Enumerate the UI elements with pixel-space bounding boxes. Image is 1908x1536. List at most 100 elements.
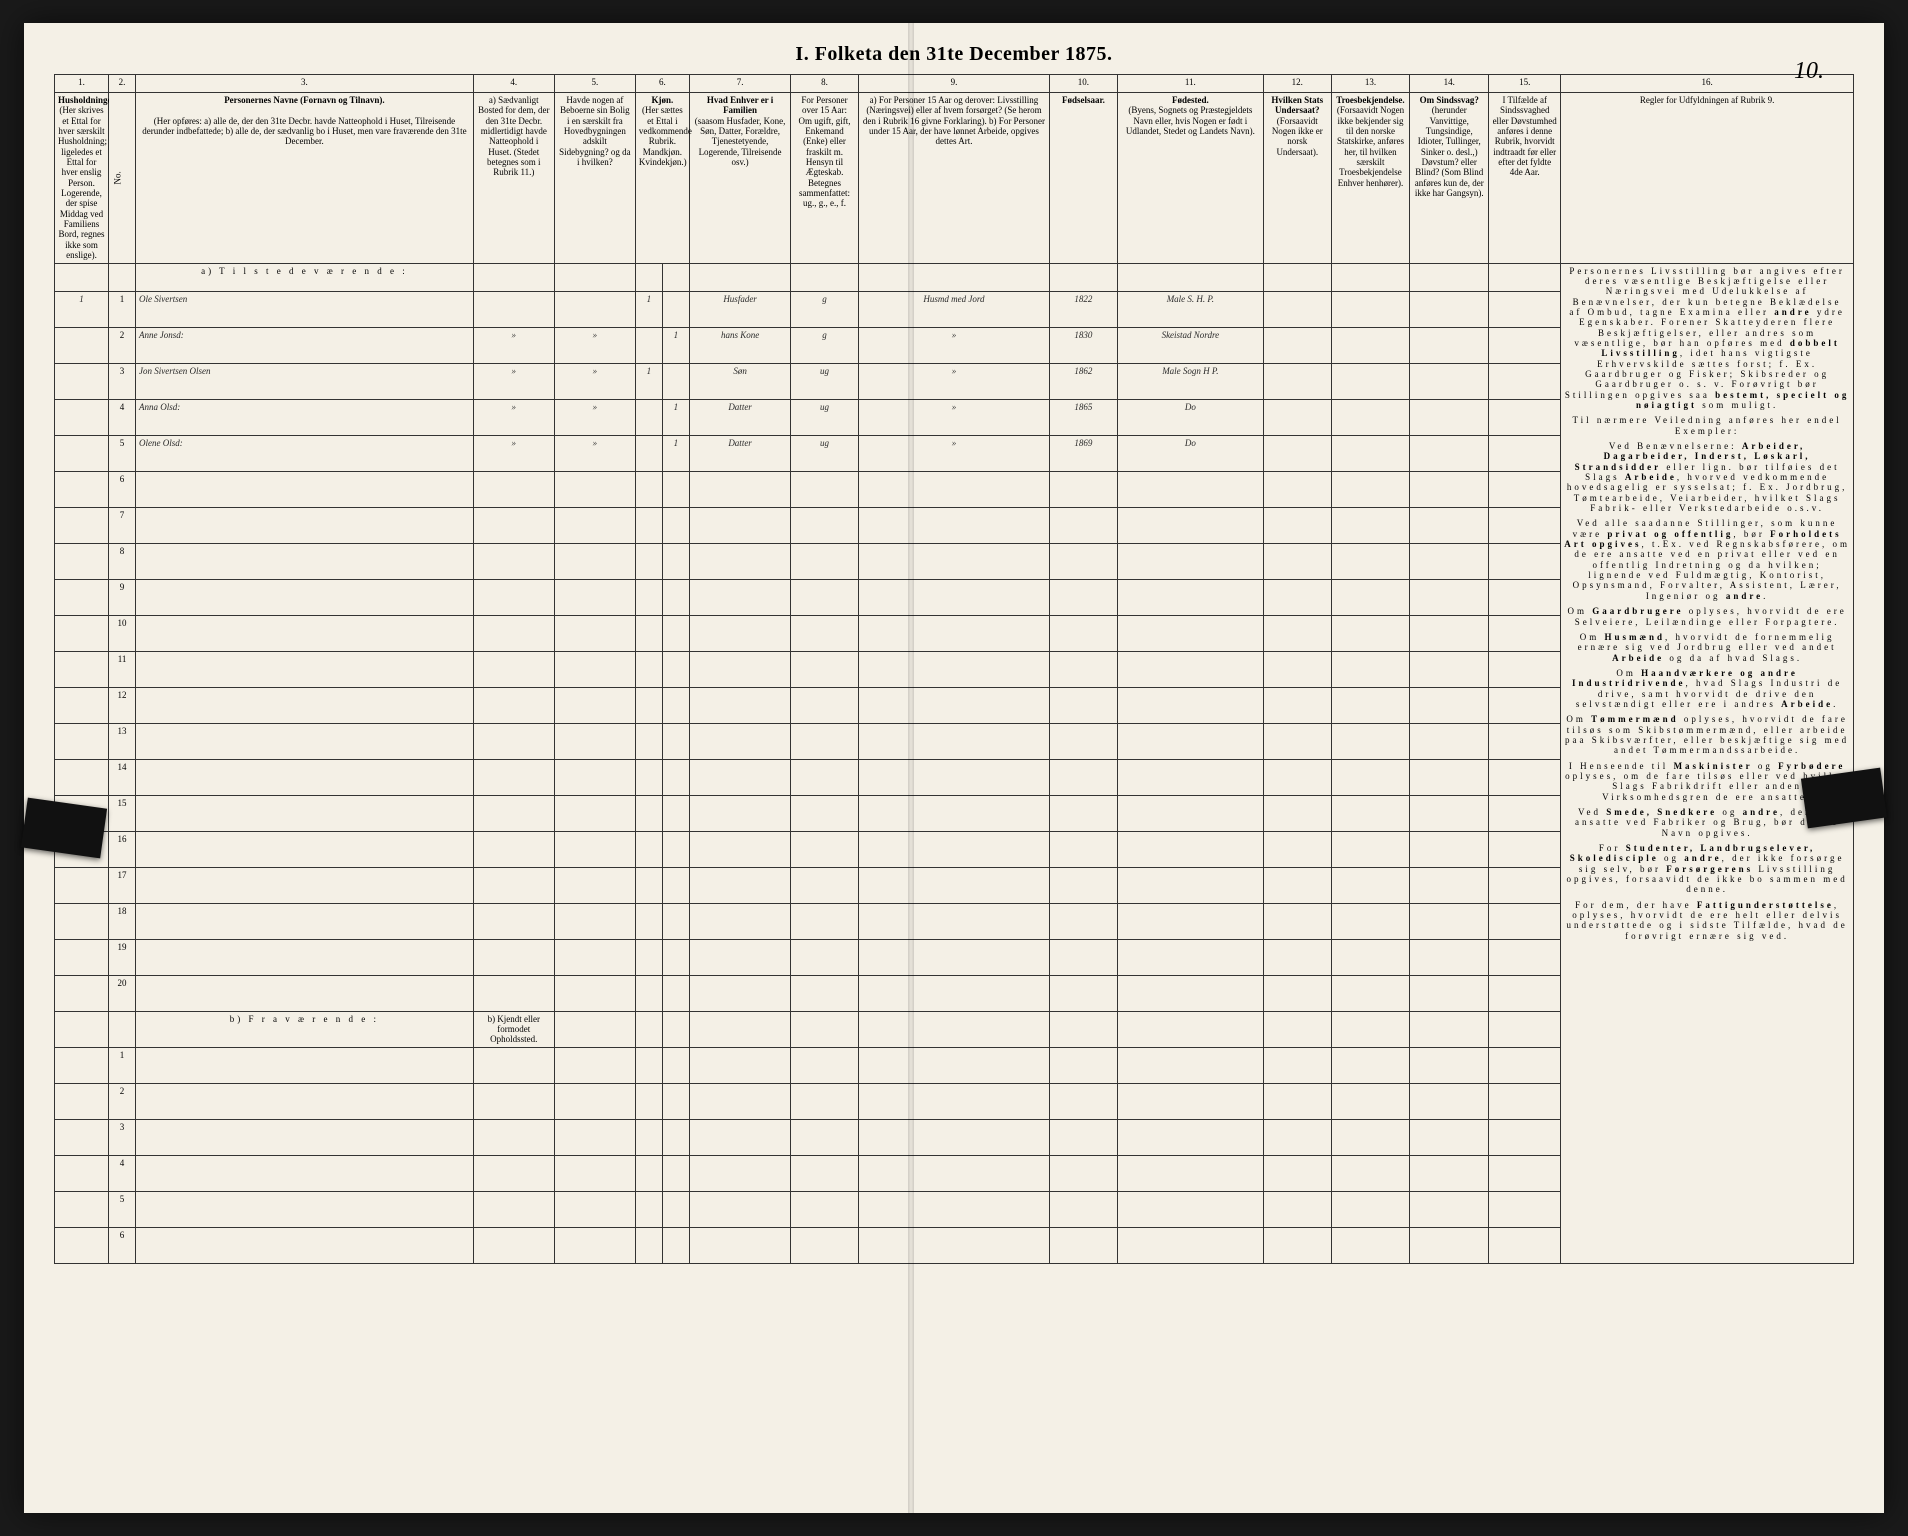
clip-right	[1801, 768, 1887, 829]
row-num: 18	[109, 903, 136, 939]
colnum: 8.	[791, 75, 859, 93]
row-num: 15	[109, 795, 136, 831]
cell-civil: ug	[791, 399, 859, 435]
book-fold	[908, 23, 914, 1513]
header-stat: Hvilken Stats Undersaat?(Forsaavidt Noge…	[1264, 93, 1332, 264]
row-num: 9	[109, 579, 136, 615]
header-familien: Hvad Enhver er i Familien(saasom Husfade…	[689, 93, 790, 264]
header-sindssvag: Om Sindssvag?(herunder Vanvittige, Tungs…	[1410, 93, 1489, 264]
page-number: 10.	[1794, 58, 1824, 85]
cell: »	[473, 435, 554, 471]
cell-male: 1	[635, 291, 662, 327]
row-num: 10	[109, 615, 136, 651]
cell-year: 1862	[1050, 363, 1118, 399]
cell-place: Male S. H. P.	[1117, 291, 1263, 327]
cell-family: Søn	[689, 363, 790, 399]
cell-family: Husfader	[689, 291, 790, 327]
cell: »	[554, 327, 635, 363]
row-num: 1	[109, 291, 136, 327]
person-name: Ole Sivertsen	[136, 291, 474, 327]
census-page: I. Folketa den 31te December 1875. 10. 1…	[24, 23, 1884, 1513]
cell-occupation: »	[858, 435, 1049, 471]
cell-year: 1865	[1050, 399, 1118, 435]
cell-year: 1830	[1050, 327, 1118, 363]
row-num: 19	[109, 939, 136, 975]
household-num	[55, 435, 109, 471]
cell-male: 1	[635, 363, 662, 399]
row-num: 16	[109, 831, 136, 867]
colnum: 1.	[55, 75, 109, 93]
header-sidebygning: Havde nogen af Beboerne sin Bolig i en s…	[554, 93, 635, 264]
row-num: 3	[109, 363, 136, 399]
cell-female: 1	[662, 327, 689, 363]
colnum: 12.	[1264, 75, 1332, 93]
cell-family: Datter	[689, 399, 790, 435]
cell-occupation: »	[858, 363, 1049, 399]
cell-female	[662, 291, 689, 327]
cell-female: 1	[662, 399, 689, 435]
cell-family: hans Kone	[689, 327, 790, 363]
cell-male	[635, 399, 662, 435]
household-num: 1	[55, 291, 109, 327]
colnum: 11.	[1117, 75, 1263, 93]
cell-family: Datter	[689, 435, 790, 471]
cell	[554, 291, 635, 327]
person-name: Anna Olsd:	[136, 399, 474, 435]
header-bosted: a) Sædvanligt Bosted for dem, der den 31…	[473, 93, 554, 264]
census-table: 1. 2. 3. 4. 5. 6. 7. 8. 9. 10. 11. 12. 1…	[54, 74, 1854, 1264]
instructions-text: Personernes Livsstilling bør angives eft…	[1561, 263, 1854, 1263]
section-b-label: b) F r a v æ r e n d e :	[136, 1011, 474, 1047]
colnum: 7.	[689, 75, 790, 93]
person-name: Olene Olsd:	[136, 435, 474, 471]
row-num: 6	[109, 1227, 136, 1263]
page-title: I. Folketa den 31te December 1875.	[54, 43, 1854, 66]
colnum: 3.	[136, 75, 474, 93]
header-husholdninger: Husholdninger.(Her skrives et Ettal for …	[55, 93, 109, 264]
row-num: 2	[109, 327, 136, 363]
table-body: a) T i l s t e d e v æ r e n d e : Person…	[55, 263, 1854, 1263]
cell: »	[554, 363, 635, 399]
cell-male	[635, 435, 662, 471]
column-number-row: 1. 2. 3. 4. 5. 6. 7. 8. 9. 10. 11. 12. 1…	[55, 75, 1854, 93]
row-num: 14	[109, 759, 136, 795]
row-num: 20	[109, 975, 136, 1011]
header-troes: Troesbekjendelse.(Forsaavidt Nogen ikke …	[1331, 93, 1410, 264]
header-fodested: Fødested.(Byens, Sognets og Præstegjelde…	[1117, 93, 1263, 264]
person-name: Jon Sivertsen Olsen	[136, 363, 474, 399]
row-num: 5	[109, 435, 136, 471]
cell-place: Male Sogn H P.	[1117, 363, 1263, 399]
header-livsstilling: a) For Personer 15 Aar og derover: Livss…	[858, 93, 1049, 264]
header-civil: For Personer over 15 Aar: Om ugift, gift…	[791, 93, 859, 264]
household-num	[55, 327, 109, 363]
header-kjon: Kjøn.(Her sættes et Ettal i vedkommende …	[635, 93, 689, 264]
cell-place: Skeistad Nordre	[1117, 327, 1263, 363]
cell-occupation: »	[858, 327, 1049, 363]
colnum: 10.	[1050, 75, 1118, 93]
row-num: 3	[109, 1119, 136, 1155]
row-num: 5	[109, 1191, 136, 1227]
cell-civil: g	[791, 327, 859, 363]
row-num: 4	[109, 1155, 136, 1191]
row-num: 7	[109, 507, 136, 543]
colnum: 5.	[554, 75, 635, 93]
header-navne: Personernes Navne (Fornavn og Tilnavn).(…	[136, 93, 474, 264]
section-b-col4: b) Kjendt eller formodet Opholdssted.	[473, 1011, 554, 1047]
colnum: 4.	[473, 75, 554, 93]
cell-year: 1869	[1050, 435, 1118, 471]
row-num: 6	[109, 471, 136, 507]
cell: »	[554, 435, 635, 471]
section-a-label: a) T i l s t e d e v æ r e n d e :	[136, 263, 474, 291]
colnum: 2.	[109, 75, 136, 93]
cell-male	[635, 327, 662, 363]
cell-female: 1	[662, 435, 689, 471]
cell-occupation: Husmd med Jord	[858, 291, 1049, 327]
cell	[473, 291, 554, 327]
row-num: 12	[109, 687, 136, 723]
household-num	[55, 363, 109, 399]
cell: »	[473, 399, 554, 435]
cell-year: 1822	[1050, 291, 1118, 327]
household-num	[55, 399, 109, 435]
row-num: 11	[109, 651, 136, 687]
row-num: 8	[109, 543, 136, 579]
header-regler: Regler for Udfyldningen af Rubrik 9.	[1561, 93, 1854, 264]
